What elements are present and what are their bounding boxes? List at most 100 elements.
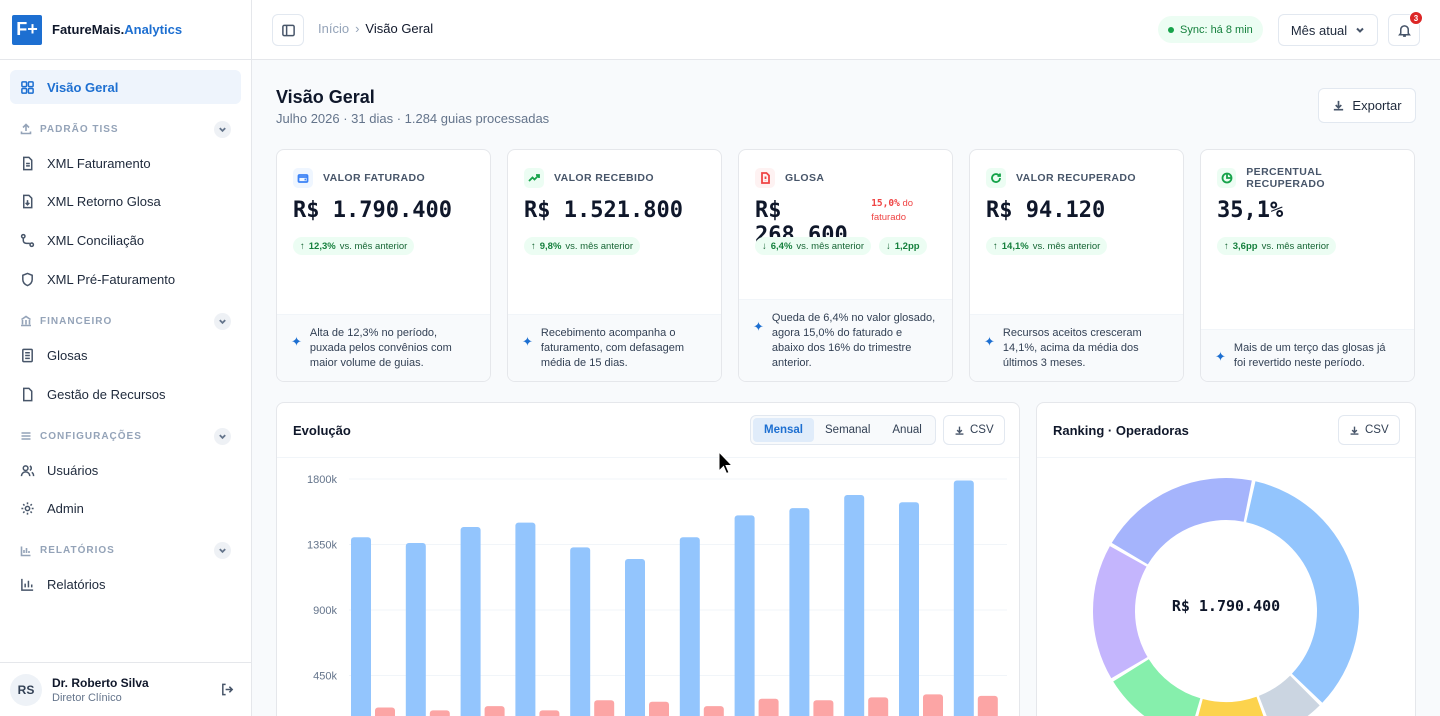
bar-faturado[interactable] — [351, 537, 371, 716]
sidebar-item-label: XML Pré-Faturamento — [47, 271, 176, 287]
tab-semanal[interactable]: Semanal — [825, 424, 871, 436]
bar-faturado[interactable] — [679, 537, 700, 716]
evolution-title: Evolução — [293, 423, 351, 438]
y-tick-label: 1350k — [307, 540, 337, 552]
bar-faturado[interactable] — [405, 543, 426, 716]
period-select[interactable]: Mês atual — [1278, 14, 1378, 46]
donut-slice[interactable] — [1113, 659, 1201, 716]
sidebar-toggle-button[interactable] — [272, 14, 304, 46]
notifications-button[interactable]: 3 — [1388, 11, 1423, 46]
sidebar-item-usuarios[interactable]: Usuários — [10, 453, 241, 487]
bar-glosa[interactable] — [813, 700, 834, 716]
evolution-card: Evolução Mensal Semanal Anual CSV 1800k 1… — [276, 402, 1020, 716]
donut-slice[interactable] — [1258, 675, 1320, 716]
kpi-value-row: 35,1% — [1201, 190, 1414, 230]
bar-glosa[interactable] — [703, 706, 724, 716]
bar-faturado[interactable] — [899, 502, 919, 716]
sidebar-item-label: Visão Geral — [47, 79, 119, 95]
kpi-value: R$ 1.521.800 — [524, 198, 683, 223]
bar-faturado[interactable] — [625, 559, 645, 716]
sidebar-item-gestao-recursos[interactable]: Gestão de Recursos — [10, 377, 241, 411]
breadcrumb: Início › Visão Geral — [318, 21, 433, 36]
bar-glosa[interactable] — [649, 701, 669, 716]
ranking-donut-chart: R$ 1.790.400 — [1093, 478, 1359, 716]
sidebar-item-glosas[interactable]: Glosas — [10, 338, 241, 372]
ranking-csv-button[interactable]: CSV — [1338, 415, 1400, 445]
file-return-icon — [20, 194, 35, 209]
bar-faturado[interactable] — [844, 495, 865, 716]
sidebar-item-xml-conciliacao[interactable]: XML Conciliação — [10, 224, 241, 258]
logout-icon[interactable] — [220, 682, 235, 702]
export-button[interactable]: Exportar — [1318, 88, 1416, 123]
brand-logo: F+ — [12, 14, 42, 45]
bar-glosa[interactable] — [594, 700, 615, 716]
bar-glosa[interactable] — [429, 710, 450, 716]
chevron-down-icon[interactable] — [214, 312, 231, 330]
kpi-label: PERCENTUAL RECUPERADO — [1246, 165, 1325, 190]
kpi-label: VALOR FATURADO — [323, 171, 426, 184]
chevron-down-icon[interactable] — [214, 542, 231, 560]
section-title: FINANCEIRO — [40, 315, 113, 327]
bar-glosa[interactable] — [977, 695, 998, 716]
kpi-insight: ✦ Recursos aceitos cresceram 14,1%, acima… — [970, 314, 1183, 381]
bar-glosa[interactable] — [868, 697, 889, 716]
user-role: Diretor Clínico — [52, 691, 122, 704]
sync-label: Sync: há 8 min — [1180, 23, 1253, 36]
sidebar-item-relatorios[interactable]: Relatórios — [10, 568, 241, 602]
sidebar-item-label: Gestão de Recursos — [47, 386, 166, 402]
sparkle-icon: ✦ — [291, 334, 302, 349]
kpi-value-row: R$ 1.521.800 — [508, 190, 721, 230]
donut-slice[interactable] — [1192, 696, 1271, 716]
topbar: Início › Visão Geral Sync: há 8 min Mês … — [252, 0, 1440, 60]
kpi-note: 15,0% do faturado — [871, 198, 914, 223]
bar-glosa[interactable] — [484, 706, 505, 716]
y-tick-label: 900k — [313, 605, 337, 617]
y-tick-label: 450k — [313, 671, 337, 683]
kpi-card: PERCENTUAL RECUPERADO 35,1% ↑ 3,6pp vs. mês … — [1200, 149, 1415, 382]
brand[interactable]: F+ FatureMais.Analytics — [0, 0, 251, 60]
breadcrumb-root[interactable]: Início — [318, 21, 350, 36]
section-configuracoes[interactable]: CONFIGURAÇÕES — [10, 421, 241, 451]
user-profile[interactable]: RS Dr. Roberto Silva Diretor Clínico — [0, 662, 251, 716]
bar-glosa[interactable] — [539, 710, 560, 716]
section-relatorios[interactable]: RELATÓRIOS — [10, 536, 241, 566]
sidebar: F+ FatureMais.Analytics Visão Geral PADR… — [0, 0, 252, 716]
sparkle-icon: ✦ — [984, 334, 995, 349]
arrow-icon: ↑ — [1224, 240, 1229, 252]
chevron-down-icon[interactable] — [214, 120, 231, 138]
bar-faturado[interactable] — [734, 515, 755, 716]
section-padrao-tiss[interactable]: PADRÃO TISS — [10, 114, 241, 144]
sidebar-item-admin[interactable]: Admin — [10, 492, 241, 526]
kpi-card: VALOR RECUPERADO R$ 94.120 ↑ 14,1% vs. mês a… — [969, 149, 1184, 382]
tab-anual[interactable]: Anual — [892, 424, 922, 436]
divider — [277, 457, 1019, 458]
bar-glosa[interactable] — [375, 707, 395, 716]
csv-label: CSV — [1365, 424, 1389, 436]
donut-slice[interactable] — [1111, 478, 1252, 565]
gear-icon — [20, 501, 35, 516]
sidebar-item-xml-faturamento[interactable]: XML Faturamento — [10, 146, 241, 180]
sidebar-item-visao-geral[interactable]: Visão Geral — [10, 70, 241, 104]
chevron-down-icon[interactable] — [214, 427, 231, 445]
ranking-card: Ranking · Operadoras CSV R$ 1.790.400 — [1036, 402, 1416, 716]
bar-chart-icon — [20, 546, 31, 557]
bar-faturado[interactable] — [789, 508, 810, 716]
bar-glosa[interactable] — [758, 698, 779, 716]
evolution-csv-button[interactable]: CSV — [943, 415, 1005, 445]
sidebar-item-xml-retorno-glosa[interactable]: XML Retorno Glosa — [10, 185, 241, 219]
breadcrumb-current: Visão Geral — [365, 21, 434, 36]
bar-faturado[interactable] — [953, 480, 974, 716]
tab-mensal[interactable]: Mensal — [753, 418, 814, 442]
delta-badge: ↓ 6,4% vs. mês anterior — [755, 237, 871, 255]
bar-faturado[interactable] — [515, 522, 536, 716]
sidebar-item-label: Admin — [47, 501, 84, 517]
kpi-deltas: ↑ 3,6pp vs. mês anterior — [1201, 230, 1414, 255]
sidebar-item-xml-pre-faturamento[interactable]: XML Pré-Faturamento — [10, 262, 241, 296]
section-financeiro[interactable]: FINANCEIRO — [10, 306, 241, 336]
donut-slice[interactable] — [1246, 481, 1359, 703]
bar-glosa[interactable] — [923, 694, 943, 716]
user-name: Dr. Roberto Silva — [52, 675, 149, 690]
bar-faturado[interactable] — [460, 527, 481, 716]
bar-faturado[interactable] — [570, 547, 591, 716]
donut-slice[interactable] — [1093, 546, 1148, 679]
